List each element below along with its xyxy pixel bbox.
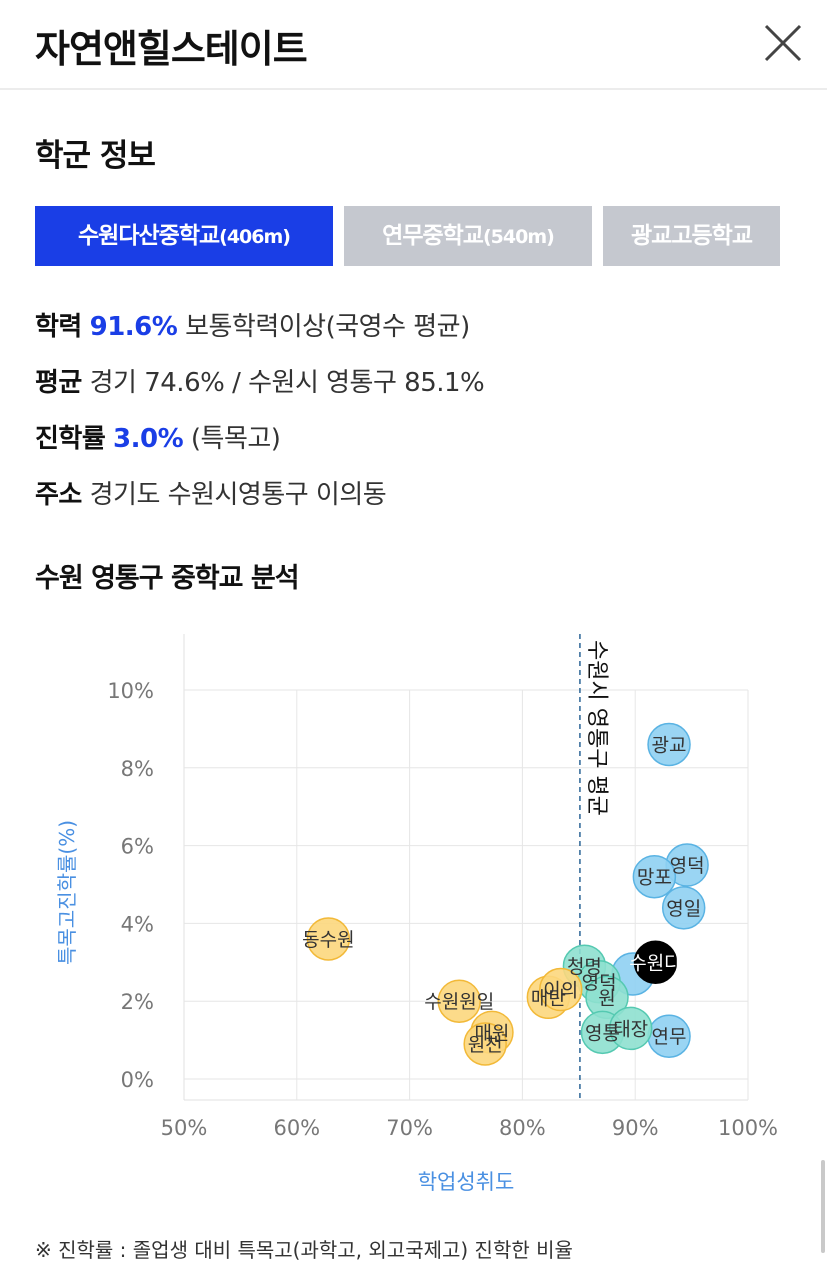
address-value: 경기도 수원시영통구 이의동	[89, 480, 387, 510]
scrollbar[interactable]	[821, 1160, 825, 1253]
scatter-point	[437, 979, 481, 1023]
scatter-point	[633, 940, 678, 985]
y-tick-label: 6%	[121, 835, 154, 859]
advancement-value: 3.0%	[113, 424, 184, 454]
advancement-label: 진학률	[35, 424, 106, 454]
tab-school-name: 광교고등학교	[631, 223, 753, 249]
achievement-line: 학력 91.6% 보통학력이상(국영수 평균)	[35, 306, 470, 343]
achievement-desc: 보통학력이상(국영수 평균)	[185, 312, 470, 342]
average-reference-label: 수원시 영통구 평균	[584, 640, 609, 816]
advancement-desc: (특목고)	[190, 424, 281, 454]
point-label: 원천	[468, 1034, 503, 1056]
scatter-point	[539, 967, 583, 1012]
point-label: 동수원	[302, 929, 354, 951]
point-label: 망포	[637, 867, 672, 889]
chart-title: 수원 영통구 중학교 분석	[35, 563, 300, 594]
address-label: 주소	[35, 480, 82, 510]
tab-school-1[interactable]: 연무중학교(540m)	[344, 206, 592, 266]
point-label: 매탄	[531, 987, 566, 1009]
point-label: 영일	[666, 898, 701, 920]
achievement-value: 91.6%	[89, 312, 178, 342]
page-title: 자연앤힐스테이트	[35, 27, 308, 71]
average-label: 평균	[35, 368, 82, 398]
tab-school-distance: (406m)	[219, 226, 291, 248]
point-label: 이의	[543, 980, 578, 1002]
address-line: 주소 경기도 수원시영통구 이의동	[35, 474, 387, 511]
point-label: 태장	[613, 1018, 648, 1040]
x-tick-label: 50%	[161, 1116, 208, 1140]
tab-school-name: 연무중학교	[382, 223, 484, 249]
header: 자연앤힐스테이트	[0, 0, 827, 90]
x-tick-label: 100%	[718, 1116, 778, 1140]
scatter-point	[632, 854, 677, 899]
point-label: 영덕	[670, 855, 705, 877]
x-tick-label: 60%	[273, 1116, 320, 1140]
tab-school-0[interactable]: 수원다산중학교(406m)	[35, 206, 333, 266]
x-tick-label: 90%	[612, 1116, 659, 1140]
scatter-point	[306, 917, 351, 961]
point-label: 영통	[585, 1022, 620, 1044]
y-axis-label: 특목고진학률(%)	[55, 820, 79, 965]
point-label: 매원	[474, 1022, 509, 1044]
school-info-title: 학군 정보	[35, 138, 156, 174]
y-tick-label: 8%	[121, 757, 154, 781]
point-label: 광교	[652, 734, 687, 756]
point-label: 원	[598, 987, 615, 1009]
scatter-point	[647, 722, 691, 767]
scatter-point	[463, 1022, 507, 1066]
advancement-line: 진학률 3.0% (특목고)	[35, 418, 281, 455]
tab-school-2[interactable]: 광교고등학교	[603, 206, 780, 266]
x-tick-label: 80%	[499, 1116, 546, 1140]
x-tick-label: 70%	[386, 1116, 433, 1140]
point-label: 영덕	[582, 972, 617, 994]
point-label: 청명	[567, 956, 602, 978]
average-line: 평균 경기 74.6% / 수원시 영통구 85.1%	[35, 362, 485, 399]
scatter-point	[661, 886, 706, 930]
footnote: ※ 진학률 : 졸업생 대비 특목고(과학고, 외고국제고) 진학한 비율	[35, 1238, 573, 1262]
y-tick-label: 0%	[121, 1068, 154, 1092]
school-tabs: 수원다산중학교(406m) 연무중학교(540m) 광교고등학교	[35, 206, 827, 266]
tab-school-name: 수원다산중학교	[78, 223, 220, 249]
point-label: 연무	[652, 1026, 687, 1048]
average-value: 경기 74.6% / 수원시 영통구 85.1%	[89, 368, 485, 398]
scatter-chart: 0% 2% 4% 6% 8% 10% 50% 60% 70% 80% 90% 100% 학업성취도 특목고…	[55, 634, 778, 1194]
y-tick-label: 10%	[107, 679, 154, 703]
point-label: 수원다	[629, 952, 681, 974]
x-axis-label: 학업성취도	[418, 1170, 515, 1194]
achievement-label: 학력	[35, 312, 82, 342]
y-tick-label: 2%	[121, 990, 154, 1014]
scatter-point	[608, 1006, 653, 1051]
close-icon[interactable]	[758, 18, 808, 68]
tab-school-distance: (540m)	[482, 226, 555, 248]
point-label: 수원원일	[424, 991, 494, 1013]
y-tick-label: 4%	[121, 912, 154, 936]
